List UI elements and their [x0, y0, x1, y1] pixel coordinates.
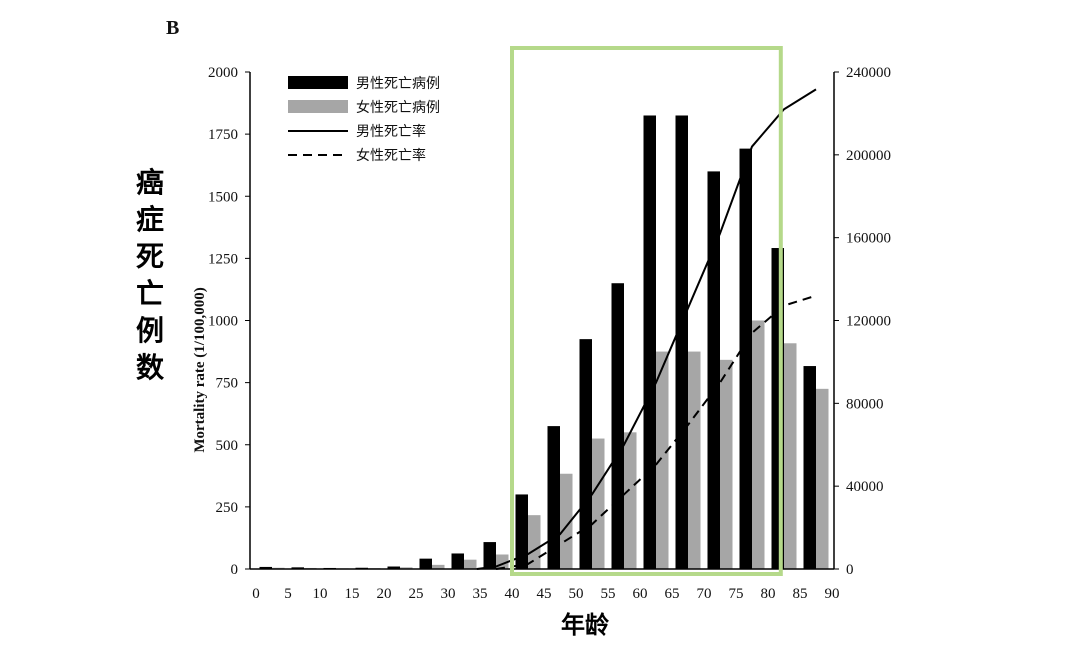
right-tick-label: 40000 — [846, 479, 884, 495]
x-tick-label: 45 — [537, 586, 552, 602]
x-tick-label: 90 — [825, 586, 840, 602]
y-axis-label-char: 癌 — [136, 166, 164, 199]
legend-swatch — [288, 76, 348, 89]
bar-male-5 — [291, 567, 304, 569]
bar-female-30 — [464, 559, 477, 569]
y-axis-label-rate: Mortality rate (1/100,000) — [192, 287, 208, 452]
bar-female-55 — [624, 432, 637, 569]
y-axis-label-char: 数 — [136, 351, 165, 384]
bar-female-20 — [400, 567, 413, 569]
bar-female-65 — [688, 351, 701, 569]
left-tick-label: 1750 — [208, 127, 238, 143]
left-tick-label: 2000 — [208, 65, 238, 81]
bar-male-45 — [547, 426, 560, 569]
y-axis-label-char: 亡 — [136, 277, 164, 310]
line-female-rate — [495, 294, 817, 570]
legend-label: 女性死亡病例 — [356, 99, 440, 116]
right-tick-label: 160000 — [846, 231, 891, 247]
x-tick-label: 35 — [473, 586, 488, 602]
right-tick-label: 200000 — [846, 148, 891, 164]
legend-label: 男性死亡率 — [356, 123, 426, 140]
x-tick-label: 60 — [633, 586, 648, 602]
left-tick-label: 750 — [216, 376, 239, 392]
x-tick-label: 0 — [252, 586, 260, 602]
left-tick-label: 500 — [216, 438, 239, 454]
highlight-group — [510, 46, 783, 576]
x-tick-label: 30 — [441, 586, 456, 602]
x-tick-label: 80 — [761, 586, 776, 602]
left-tick-label: 1250 — [208, 251, 238, 267]
x-tick-label: 55 — [601, 586, 616, 602]
bar-male-25 — [419, 558, 432, 569]
ticks-group: 0250500750100012501500175020000400008000… — [208, 65, 891, 602]
bar-female-85 — [816, 388, 829, 569]
right-tick-label: 120000 — [846, 314, 891, 330]
bar-male-35 — [483, 542, 496, 569]
highlight-box — [510, 46, 783, 576]
bar-female-70 — [720, 359, 733, 569]
x-tick-label: 75 — [729, 586, 744, 602]
right-tick-label: 240000 — [846, 65, 891, 81]
bar-male-75 — [739, 148, 752, 569]
bar-male-65 — [675, 115, 688, 570]
bar-female-80 — [784, 343, 797, 569]
bar-male-85 — [803, 366, 816, 569]
lines-group — [476, 88, 817, 570]
bar-male-70 — [707, 171, 720, 569]
panel-label: B — [166, 17, 179, 39]
bar-female-45 — [560, 473, 573, 569]
right-tick-label: 0 — [846, 562, 854, 578]
x-tick-label: 70 — [697, 586, 712, 602]
bar-male-20 — [387, 566, 400, 569]
x-axis-label: 年龄 — [561, 611, 610, 639]
axes-group — [245, 71, 839, 570]
left-tick-label: 0 — [231, 562, 239, 578]
x-tick-label: 40 — [505, 586, 520, 602]
bar-female-25 — [432, 564, 445, 569]
legend-label: 女性死亡率 — [356, 147, 426, 164]
x-tick-label: 65 — [665, 586, 680, 602]
bar-female-60 — [656, 351, 669, 569]
y-axis-label-char: 症 — [136, 203, 164, 236]
x-tick-label: 85 — [793, 586, 808, 602]
left-tick-label: 1500 — [208, 189, 238, 205]
bar-male-50 — [579, 339, 592, 569]
bar-female-50 — [592, 438, 605, 569]
bar-male-0 — [259, 566, 272, 569]
legend-label: 男性死亡病例 — [356, 76, 440, 92]
left-tick-label: 250 — [216, 500, 239, 516]
legend-swatch — [288, 100, 348, 113]
bar-female-40 — [528, 515, 541, 569]
bar-male-55 — [611, 283, 624, 569]
x-tick-label: 50 — [569, 586, 584, 602]
x-tick-label: 25 — [409, 586, 424, 602]
line-male-rate — [476, 88, 817, 570]
y-axis-label-char: 死 — [136, 240, 164, 273]
bar-male-40 — [515, 494, 528, 569]
right-tick-label: 80000 — [846, 396, 884, 412]
bar-female-75 — [752, 320, 765, 569]
bar-male-30 — [451, 553, 464, 569]
x-tick-label: 5 — [284, 586, 292, 602]
bar-male-60 — [643, 115, 656, 570]
bars-group — [259, 115, 829, 570]
y-axis-label-char: 例 — [136, 314, 164, 347]
x-tick-label: 10 — [313, 586, 328, 602]
left-tick-label: 1000 — [208, 314, 238, 330]
x-tick-label: 15 — [345, 586, 360, 602]
x-tick-label: 20 — [377, 586, 392, 602]
